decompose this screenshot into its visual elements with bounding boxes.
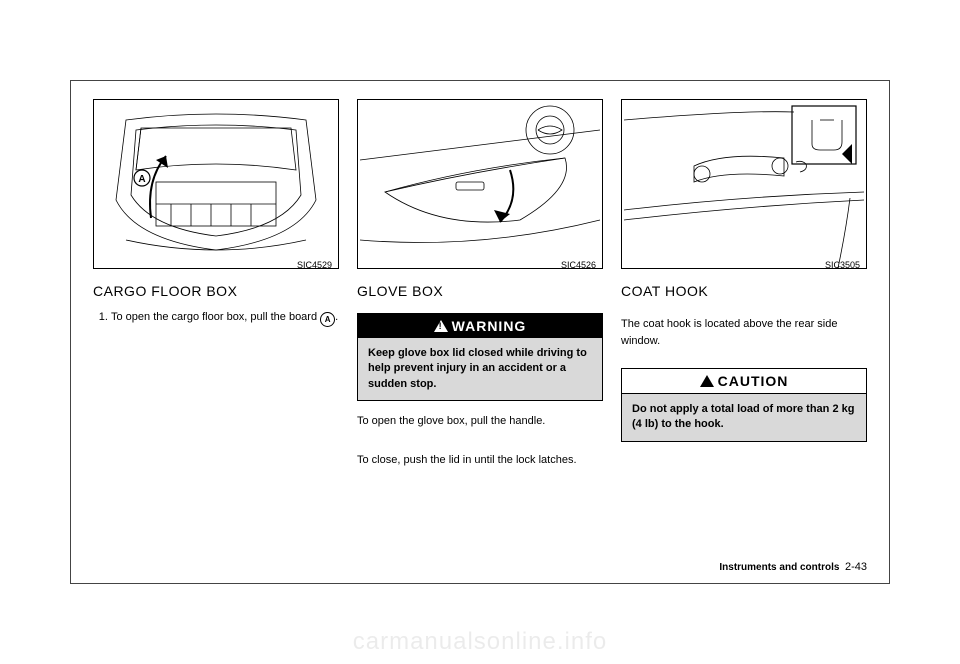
watermark: carmanualsonline.info xyxy=(0,628,960,656)
footer-page: 2-43 xyxy=(845,561,867,573)
caution-icon xyxy=(700,375,714,387)
warning-label: WARNING xyxy=(452,318,527,334)
figure-coat-hook: SIC3505 xyxy=(621,99,867,269)
step-text-suffix: . xyxy=(335,311,338,323)
manual-page: A SIC4529 CARGO FLOOR BOX To open the ca… xyxy=(0,0,960,664)
warning-body: Keep glove box lid closed while driving … xyxy=(358,338,602,400)
steps-list: To open the cargo floor box, pull the bo… xyxy=(93,309,339,327)
figure-cargo-floor-box: A SIC4529 xyxy=(93,99,339,269)
figure-code: SIC4526 xyxy=(358,260,596,270)
glove-open-text: To open the glove box, pull the handle. xyxy=(357,413,603,430)
heading-glove-box: GLOVE BOX xyxy=(357,283,603,299)
glove-close-text: To close, push the lid in until the lock… xyxy=(357,452,603,469)
figure-code: SIC4529 xyxy=(94,260,332,270)
marker-a-icon: A xyxy=(320,312,335,327)
warning-header: WARNING xyxy=(358,314,602,338)
content-frame: A SIC4529 CARGO FLOOR BOX To open the ca… xyxy=(70,80,890,584)
heading-coat-hook: COAT HOOK xyxy=(621,283,867,299)
caution-header: CAUTION xyxy=(622,369,866,394)
step-1: To open the cargo floor box, pull the bo… xyxy=(111,309,339,327)
caution-body: Do not apply a total load of more than 2… xyxy=(622,394,866,441)
footer-section: Instruments and controls xyxy=(719,562,839,573)
svg-text:A: A xyxy=(138,174,145,185)
warning-box: WARNING Keep glove box lid closed while … xyxy=(357,313,603,401)
column-glove-box: SIC4526 GLOVE BOX WARNING Keep glove box… xyxy=(357,99,603,573)
heading-cargo-floor-box: CARGO FLOOR BOX xyxy=(93,283,339,299)
coat-hook-intro: The coat hook is located above the rear … xyxy=(621,316,867,349)
figure-glove-box: SIC4526 xyxy=(357,99,603,269)
column-coat-hook: SIC3505 COAT HOOK The coat hook is locat… xyxy=(621,99,867,573)
figure-code: SIC3505 xyxy=(622,260,860,270)
warning-icon xyxy=(434,320,448,332)
step-text-prefix: To open the cargo floor box, pull the bo… xyxy=(111,311,317,323)
three-column-layout: A SIC4529 CARGO FLOOR BOX To open the ca… xyxy=(93,99,867,573)
caution-label: CAUTION xyxy=(718,373,789,389)
column-cargo-floor-box: A SIC4529 CARGO FLOOR BOX To open the ca… xyxy=(93,99,339,573)
caution-box: CAUTION Do not apply a total load of mor… xyxy=(621,368,867,442)
page-footer: Instruments and controls 2-43 xyxy=(719,561,867,573)
